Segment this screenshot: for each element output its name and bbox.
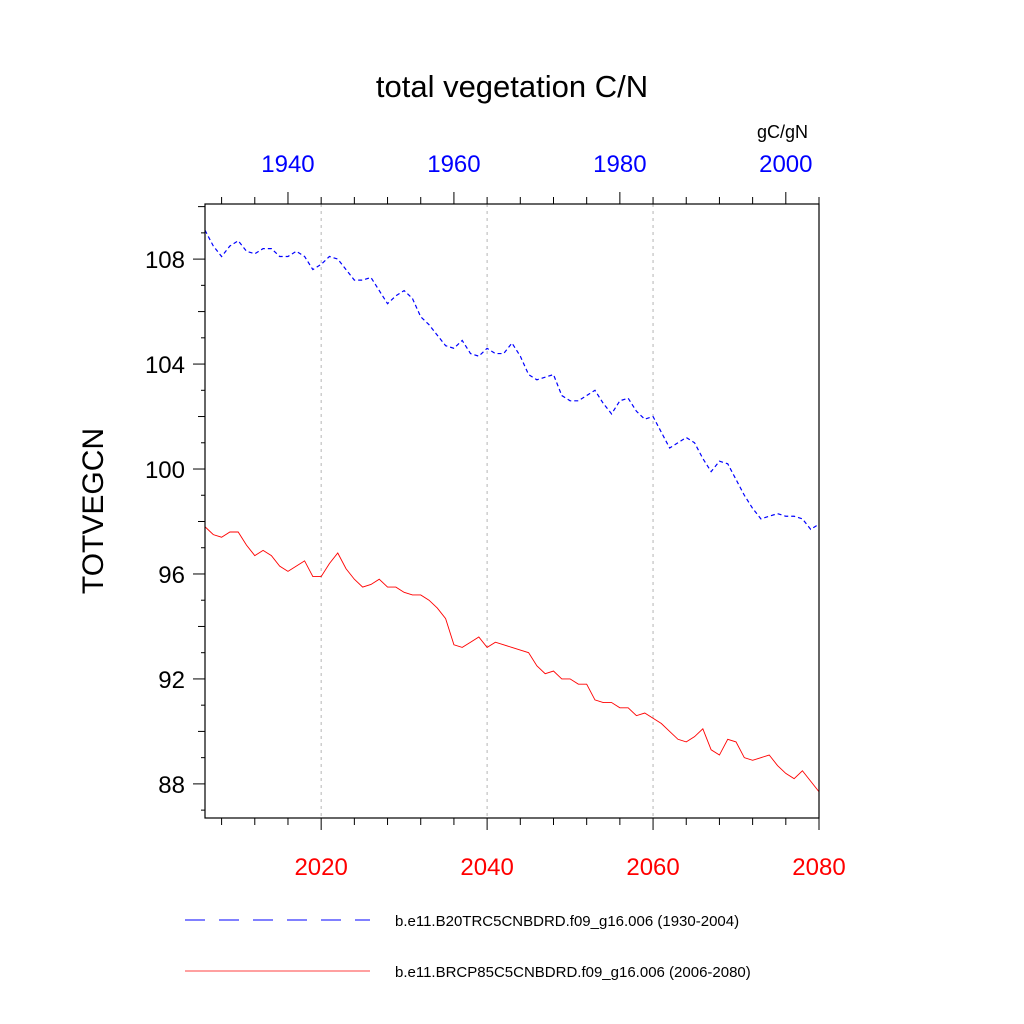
x-top-tick-label: 1960	[427, 151, 480, 178]
y-tick-label: 96	[158, 562, 185, 589]
y-tick-label: 108	[145, 247, 185, 274]
plot-frame	[204, 203, 820, 819]
series-line-0	[204, 229, 820, 531]
y-axis-label: TOTVEGCN	[77, 428, 110, 594]
y-tick-label: 104	[145, 352, 185, 379]
x-top-tick-label: 1980	[593, 151, 646, 178]
y-tick-label: 100	[145, 457, 185, 484]
axis-ticks	[193, 192, 820, 830]
x-gridlines	[320, 204, 654, 818]
x-bottom-tick-label: 2020	[294, 854, 347, 881]
x-bottom-tick-label: 2060	[626, 854, 679, 881]
x-bottom-tick-label: 2080	[792, 854, 845, 881]
legend: b.e11.B20TRC5CNBDRD.f09_g16.006 (1930-20…	[185, 913, 751, 981]
legend-label-historical: b.e11.B20TRC5CNBDRD.f09_g16.006 (1930-20…	[395, 913, 739, 930]
units-label: gC/gN	[757, 122, 808, 142]
chart-title: total vegetation C/N	[376, 69, 648, 104]
y-tick-label: 88	[158, 772, 185, 799]
y-tick-label: 92	[158, 667, 185, 694]
series-line-1	[204, 526, 820, 793]
series-layer	[204, 229, 820, 793]
legend-label-rcp85: b.e11.BRCP85C5CNBDRD.f09_g16.006 (2006-2…	[395, 964, 751, 981]
axis-tick-labels: 88 92 96 100 104 108 2020 2040 2060 2080 1940 1960 1…	[145, 151, 846, 881]
x-top-tick-label: 1940	[261, 151, 314, 178]
x-top-tick-label: 2000	[759, 151, 812, 178]
x-bottom-tick-label: 2040	[460, 854, 513, 881]
